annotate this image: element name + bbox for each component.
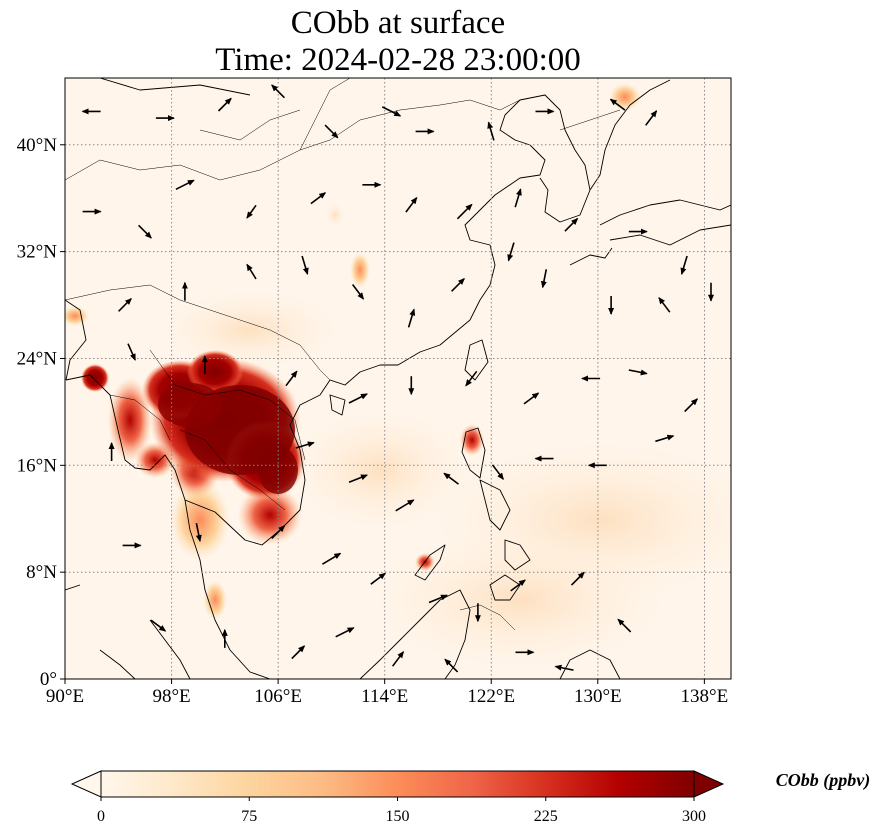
wind-arrow [395,499,415,512]
x-tick-label: 114°E [361,686,408,707]
country-borders [65,78,621,631]
colorbar-tick-label: 300 [682,808,706,825]
wind-arrow [684,398,699,413]
colorbar-extend-high [693,770,725,798]
y-tick-label: 8°N [26,562,57,583]
hotspot-luzon [460,424,484,456]
y-tick-label: 32°N [17,242,58,263]
chart-title: CObb at surface [291,5,505,41]
colorbar-tick-label: 150 [386,808,410,825]
y-tick-label: 16°N [17,455,58,476]
wind-arrow [195,522,202,543]
coastlines [65,78,731,679]
wind-arrow [370,572,387,585]
wind-arrow [271,84,285,99]
y-tick-label: 40°N [17,135,58,156]
wind-arrow [175,179,195,191]
wind-arrow [351,284,365,300]
y-tick-label: 24°N [17,348,58,369]
wind-arrow [491,464,504,481]
wind-arrow [514,188,522,208]
wind-arrow [617,618,632,633]
wind-arrow [246,263,257,280]
x-tick-label: 122°E [467,686,515,707]
colorbar-tick-label: 75 [241,808,257,825]
wind-arrow [271,525,286,539]
wind-arrow [658,296,671,313]
x-tick-label: 130°E [574,686,622,707]
wind-arrow [428,594,448,604]
hotspot-korea-russia [609,83,641,111]
x-tick-label: 106°E [254,686,302,707]
x-axis-ticks: 90°E 98°E 106°E 114°E 122°E 130°E 138°E [46,679,728,707]
wind-arrow [465,370,478,387]
map-panel [65,78,731,679]
wind-arrow [405,196,418,213]
wind-arrow [680,255,688,275]
wind-arrow [456,203,473,220]
wind-arrow [540,269,548,289]
wind-arrow [570,571,585,586]
colorbar-tick-label: 225 [534,808,558,825]
x-tick-label: 90°E [46,686,84,707]
wind-arrow [523,392,540,405]
wind-arrow [246,204,257,219]
wind-arrow [407,308,416,328]
x-tick-label: 138°E [681,686,729,707]
wind-arrow [451,277,465,292]
wind-arrow [150,619,167,632]
hotspot-myanmar-west [81,364,109,392]
colorbar-gradient [101,771,694,797]
wind-arrow [443,472,459,485]
wind-arrow [301,255,309,275]
wind-arrow [655,434,675,443]
wind-arrow [609,98,626,111]
wind-arrow [444,658,459,673]
wind-arrow [564,217,579,232]
colorbar: 0 75 150 225 300 CObb (ppbv) [70,770,870,825]
chart-subtitle: Time: 2024-02-28 23:00:00 [215,42,580,78]
colorbar-extend-low [70,770,102,798]
map-frame [64,77,732,680]
wind-arrow [295,441,315,449]
wind-arrow [118,297,132,312]
wind-arrow [285,370,298,387]
wind-arrow [310,192,327,205]
colorbar-ticks: 0 75 150 225 300 [97,797,706,825]
wind-arrow [348,474,368,484]
colorbar-tick-label: 0 [97,808,105,825]
wind-arrow [554,664,574,671]
wind-arrow [138,224,152,239]
wind-vectors [81,84,714,673]
wind-arrow [291,645,306,660]
colorbar-label: CObb (ppbv) [776,770,870,791]
wind-arrow [335,627,355,638]
wind-arrow [487,121,495,141]
wind-arrow [321,552,342,565]
gridlines [65,78,731,679]
x-tick-label: 98°E [152,686,190,707]
y-axis-ticks: 0° 8°N 16°N 24°N 32°N 40°N [17,135,65,690]
wind-arrow [628,369,648,376]
wind-arrow [507,242,515,262]
wind-arrow [381,106,402,117]
wind-arrow [510,579,526,592]
wind-arrow [217,97,232,112]
wind-arrow [645,110,658,126]
wind-arrow [391,650,405,667]
wind-arrow [348,393,368,404]
wind-arrow [324,124,339,139]
y-tick-label: 0° [40,669,57,690]
wind-arrow [127,343,136,361]
